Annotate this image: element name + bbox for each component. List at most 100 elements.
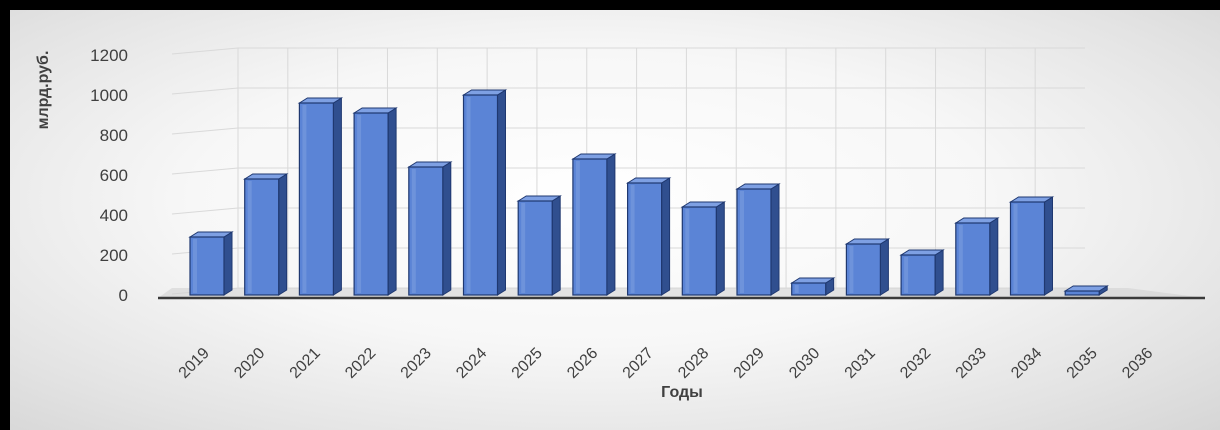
bar-2025 (516, 195, 562, 296)
bar-top (516, 195, 562, 202)
bar-front (462, 94, 499, 296)
bar-top (571, 153, 617, 160)
bar-side (715, 201, 725, 296)
x-tick-label: 2027 (620, 345, 657, 382)
y-tick-label: 600 (100, 166, 128, 185)
bar-front (736, 188, 772, 296)
bar-highlight (466, 97, 471, 293)
bar-side (442, 161, 452, 296)
x-tick-label: 2021 (287, 345, 324, 382)
bar-2027 (625, 177, 672, 296)
bar-front (626, 182, 663, 296)
bar-highlight (685, 209, 690, 293)
bar-top (1008, 196, 1055, 203)
bar-top (625, 177, 672, 184)
bar-top (789, 277, 836, 284)
bar-highlight (521, 203, 526, 293)
bar-top (954, 217, 1000, 224)
bar-highlight (904, 257, 909, 293)
bar-side (934, 249, 944, 296)
bar-2023 (407, 161, 453, 296)
bar-front (955, 222, 991, 296)
bar-front (900, 254, 936, 296)
y-tick-label: 200 (100, 246, 128, 265)
bar-side (1044, 196, 1053, 296)
y-axis-title: млрд.руб. (35, 51, 52, 130)
bar-2032 (899, 249, 945, 296)
x-tick-label: 2028 (675, 345, 712, 382)
bar-front (517, 200, 553, 296)
bar-highlight (357, 115, 362, 293)
x-tick-label: 2033 (953, 345, 990, 382)
y-tick-label: 1000 (90, 86, 128, 105)
y-tick-label: 1200 (90, 46, 128, 65)
x-tick-label: 2020 (231, 345, 268, 382)
bar-side (989, 217, 999, 296)
bar-highlight (1013, 204, 1018, 293)
bar-highlight (411, 169, 416, 293)
bar-front (1064, 290, 1100, 296)
bars (188, 89, 1109, 296)
chart-area: 0 200 400 600 800 1000 1200 2019 2020 2021 2022 20… (10, 10, 1220, 430)
x-axis-title: Годы (661, 384, 703, 401)
bar-side (770, 183, 780, 296)
bar-highlight (630, 185, 635, 293)
bar-highlight (958, 225, 963, 293)
bar-2030 (789, 277, 836, 296)
bar-front (408, 166, 444, 296)
bar-front (845, 243, 882, 296)
x-tick-label: 2019 (176, 345, 213, 382)
bar-side (278, 173, 288, 296)
y-tick-label: 0 (119, 286, 128, 305)
bar-highlight (302, 105, 307, 293)
x-axis-ticks: 2019 2020 2021 2022 2023 2024 2025 2026 2027 2028… (176, 345, 1157, 382)
bar-front (298, 102, 334, 296)
bar-top (297, 97, 344, 104)
bar-side (606, 153, 616, 296)
x-tick-label: 2023 (398, 345, 435, 382)
bar-side (497, 89, 506, 296)
bar-highlight (247, 181, 252, 293)
bar-side (551, 195, 561, 296)
bar-top (1063, 285, 1109, 292)
bar-top (899, 249, 945, 256)
x-tick-label: 2035 (1064, 345, 1101, 382)
bar-side (387, 107, 397, 296)
bar-2033 (954, 217, 1000, 296)
x-tick-label: 2031 (842, 345, 879, 382)
bar-2021 (297, 97, 344, 296)
bar-side (332, 97, 342, 296)
bar-2026 (571, 153, 617, 296)
bar-2029 (735, 183, 781, 296)
bar-front (1009, 201, 1046, 296)
bar-front (791, 282, 827, 296)
bar-top (188, 231, 234, 238)
bar-2028 (680, 201, 727, 296)
x-tick-label: 2024 (453, 345, 490, 382)
bar-highlight (193, 239, 197, 293)
bar-top (242, 173, 289, 180)
x-tick-label: 2032 (897, 345, 934, 382)
bar-2035 (1063, 285, 1109, 296)
bar-highlight (740, 191, 744, 293)
bar-2034 (1008, 196, 1055, 296)
bar-front (681, 206, 717, 296)
bar-top (352, 107, 398, 114)
bar-2022 (352, 107, 398, 296)
bar-top (844, 238, 891, 245)
bar-2024 (461, 89, 508, 296)
bar-side (879, 238, 889, 296)
x-tick-label: 2029 (731, 345, 768, 382)
y-tick-label: 400 (100, 206, 128, 225)
bar-side (223, 231, 233, 296)
bar-front (572, 158, 608, 296)
bar-2031 (844, 238, 891, 296)
bar-2019 (188, 231, 234, 296)
bar-front (189, 236, 225, 296)
bar-highlight (849, 246, 854, 293)
bar-top (407, 161, 453, 168)
bar-top (680, 201, 727, 208)
x-tick-label: 2030 (786, 345, 823, 382)
bar-highlight (794, 285, 799, 293)
